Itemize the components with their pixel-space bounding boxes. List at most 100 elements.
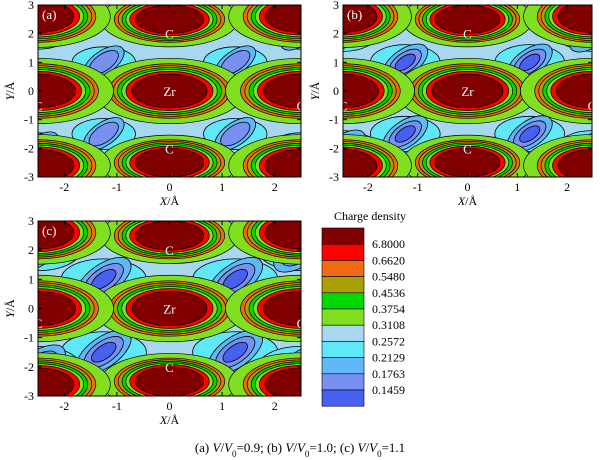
y-tick-label: 0 [28,302,34,316]
atom-label: C [463,141,472,156]
legend-value: 6.8000 [372,237,405,251]
density-ring [263,73,301,109]
y-tick-label: -3 [24,389,34,403]
density-ring [38,290,76,327]
blue-lobe-ring [222,341,248,363]
x-tick-label: 1 [514,180,520,194]
x-tick-label: -1 [413,180,423,194]
y-tick-label: -3 [24,170,34,184]
density-ring [264,149,301,177]
y-tick-label: 0 [333,84,339,98]
atom-label: Zr [163,84,176,99]
density-ring [131,73,208,109]
x-tick-label: 0 [465,180,471,194]
x-tick-label: -2 [59,180,69,194]
x-tick-label: 1 [219,180,225,194]
legend: Charge density 6.8000 0.6620 0.5480 0.4536 0.… [321,209,406,407]
legend-swatch [321,373,365,391]
x-axis-title: X/Å [159,194,180,208]
legend-value: 0.3108 [372,318,405,332]
x-tick-label: -2 [363,180,373,194]
blue-lobe-ring [519,125,541,143]
legend-value: 0.3754 [372,302,405,316]
y-tick-label: 1 [28,55,34,69]
legend-swatch [321,276,365,294]
legend-swatch [321,227,365,245]
y-axis-title: Y/Å [3,299,17,318]
y-tick-label: 3 [333,0,339,12]
density-ring [264,367,301,396]
x-tick-label: 1 [219,399,225,413]
legend-swatch [321,260,365,277]
y-tick-label: 2 [28,243,34,257]
y-axis-title: Y/Å [308,81,322,100]
y-tick-label: 2 [28,27,34,41]
legend-value: 0.6620 [372,253,405,267]
legend-swatch [321,292,365,310]
legend-swatch [321,324,365,342]
y-tick-label: 0 [28,84,34,98]
legend-value: 0.4536 [372,286,405,300]
legend-value: 0.2129 [372,351,405,365]
density-ring [264,5,301,33]
y-tick-label: -2 [329,141,339,155]
density-ring [38,367,75,396]
y-tick-label: -2 [24,141,34,155]
legend-swatch [321,357,365,375]
legend-swatch [321,341,365,358]
legend-swatch [321,389,365,407]
y-axis-title: Y/Å [3,81,17,100]
legend-value: 0.2572 [372,334,405,348]
legend-swatch [321,243,365,261]
atom-label: C [165,141,174,156]
density-ring [431,73,504,109]
blue-lobe-ring [220,121,251,147]
legend-value: 0.1459 [372,383,405,397]
atom-label: C [165,243,174,258]
y-tick-label: -2 [24,360,34,374]
x-tick-label: 0 [167,180,173,194]
panel-label: (b) [347,7,362,22]
panel-label: (a) [42,7,56,22]
y-tick-label: -3 [329,170,339,184]
density-ring [131,290,208,327]
density-ring [38,5,75,33]
x-tick-label: 2 [564,180,570,194]
x-tick-label: -1 [112,399,122,413]
x-tick-label: 2 [272,180,278,194]
panel-label: (c) [42,223,56,238]
legend-title: Charge density [334,209,406,223]
density-ring [38,149,75,177]
x-tick-label: -1 [112,180,122,194]
y-tick-label: 1 [333,55,339,69]
blue-lobe-ring [394,125,416,143]
x-axis-title: X/Å [457,194,478,208]
x-tick-label: 2 [272,399,278,413]
atom-label: C [165,360,174,375]
y-tick-label: -1 [24,113,34,127]
x-axis-title: X/Å [159,413,180,427]
atom-label: Zr [461,84,474,99]
atom-label: C [165,27,174,42]
density-ring [38,73,76,109]
y-tick-label: -1 [24,331,34,345]
y-tick-label: 3 [28,214,34,228]
blue-lobe-ring [91,341,117,363]
y-tick-label: 2 [333,27,339,41]
legend-value: 0.5480 [372,270,405,284]
atom-label: C [463,27,472,42]
legend-value: 0.1763 [372,367,405,381]
y-tick-label: 3 [28,0,34,12]
density-ring [264,221,301,250]
legend-swatch [321,308,365,326]
y-tick-label: -1 [329,113,339,127]
x-tick-label: 0 [167,399,173,413]
y-tick-label: 1 [28,272,34,286]
density-ring [556,73,592,109]
contour-field-c [38,221,301,396]
